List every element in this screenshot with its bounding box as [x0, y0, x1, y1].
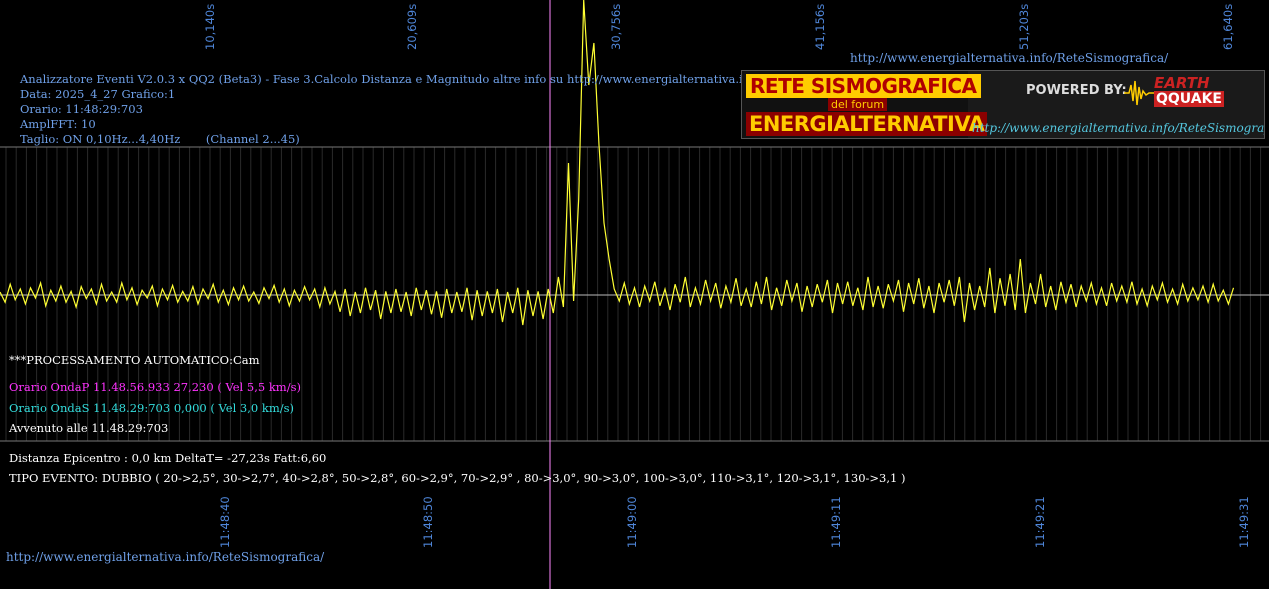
brand-qquake-text: QQUAKE: [1154, 91, 1224, 107]
top-tick-label: 30,756s: [609, 3, 623, 50]
top-tick-label: 61,640s: [1221, 3, 1235, 50]
banner-url-link[interactable]: http://www.energialternativa.info/ReteSi…: [972, 121, 1265, 135]
bottom-tick-label: 11:49:00: [625, 496, 639, 548]
p-wave-time: Orario OndaP 11.48.56.933 27,230 ( Vel 5…: [9, 380, 301, 394]
event-type: TIPO EVENTO: DUBBIO ( 20->2,5°, 30->2,7°…: [9, 471, 906, 485]
footer-url-link[interactable]: http://www.energialternativa.info/ReteSi…: [6, 550, 325, 564]
bottom-tick-label: 11:49:31: [1237, 496, 1251, 548]
epicenter-distance: Distanza Epicentro : 0,0 km DeltaT= -27,…: [9, 451, 327, 465]
brand-earth-text: EARTH: [1154, 74, 1210, 92]
banner-forum-name: ENERGIALTERNATIVA: [746, 112, 988, 136]
banner-subtitle: del forum: [828, 98, 888, 111]
seismic-wave-icon: [1124, 80, 1154, 106]
top-tick-label: 20,609s: [405, 3, 419, 50]
bottom-tick-label: 11:48:50: [421, 496, 435, 548]
rete-sismografica-banner[interactable]: RETE SISMOGRAFICA del forum ENERGIALTERN…: [741, 70, 1265, 139]
info-line-time: Orario: 11:48:29:703: [20, 102, 143, 116]
top-url-link[interactable]: http://www.energialternativa.info/ReteSi…: [850, 51, 1169, 65]
top-tick-label: 51,203s: [1017, 3, 1031, 50]
bottom-tick-label: 11:49:21: [1033, 496, 1047, 548]
top-tick-label: 41,156s: [813, 3, 827, 50]
info-line-filter: Taglio: ON 0,10Hz...4,40Hz (Channel 2...…: [20, 132, 300, 146]
info-line-ampl: AmplFFT: 10: [20, 117, 96, 131]
event-occurred-time: Avvenuto alle 11.48.29:703: [9, 421, 169, 435]
processing-mode: ***PROCESSAMENTO AUTOMATICO:Cam: [9, 353, 260, 367]
info-line-date: Data: 2025_4_27 Grafico:1: [20, 87, 176, 101]
signal-trace: [0, 0, 1235, 326]
bottom-tick-label: 11:48:40: [218, 496, 232, 548]
s-wave-time: Orario OndaS 11.48.29:703 0,000 ( Vel 3,…: [9, 401, 295, 415]
top-tick-label: 10,140s: [203, 3, 217, 50]
banner-title: RETE SISMOGRAFICA: [746, 74, 981, 98]
info-block: Analizzatore Eventi V2.0.3 x QQ2 (Beta3)…: [20, 72, 820, 147]
bottom-tick-label: 11:49:11: [829, 496, 843, 548]
chart-grid: [5, 147, 1262, 441]
banner-powered-by: POWERED BY:: [1026, 83, 1127, 98]
info-line-version: Analizzatore Eventi V2.0.3 x QQ2 (Beta3)…: [20, 72, 821, 86]
